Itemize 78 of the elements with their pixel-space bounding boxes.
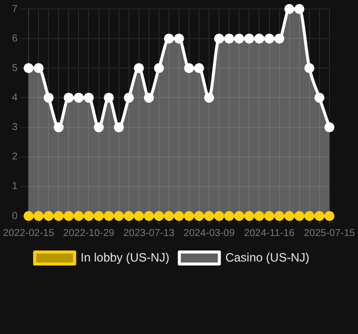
point bbox=[204, 211, 214, 221]
point bbox=[204, 92, 214, 103]
point bbox=[114, 122, 124, 132]
point bbox=[154, 211, 164, 221]
point bbox=[284, 211, 294, 221]
point bbox=[124, 92, 134, 103]
point bbox=[314, 92, 324, 103]
point bbox=[294, 211, 304, 221]
point bbox=[234, 34, 244, 44]
point bbox=[94, 211, 104, 221]
point bbox=[244, 34, 254, 44]
point bbox=[84, 211, 94, 221]
y-tick-label: 1 bbox=[12, 181, 18, 192]
point bbox=[24, 211, 34, 221]
point bbox=[144, 92, 154, 103]
point bbox=[44, 92, 54, 103]
point bbox=[104, 92, 114, 103]
point bbox=[254, 34, 264, 44]
point bbox=[314, 211, 324, 221]
point bbox=[174, 34, 184, 44]
point bbox=[74, 92, 84, 103]
point bbox=[104, 211, 114, 221]
point bbox=[44, 211, 54, 221]
x-tick-label: 2023-07-13 bbox=[123, 228, 175, 239]
legend-label: In lobby (US-NJ) bbox=[80, 250, 170, 264]
legend-label: Casino (US-NJ) bbox=[225, 250, 310, 264]
point bbox=[274, 211, 284, 221]
point bbox=[214, 34, 224, 44]
point bbox=[194, 211, 204, 221]
point bbox=[214, 211, 224, 221]
point bbox=[294, 4, 304, 14]
point bbox=[134, 211, 144, 221]
point bbox=[64, 92, 74, 103]
point bbox=[284, 4, 294, 14]
point bbox=[194, 63, 204, 74]
x-tick-label: 2024-11-16 bbox=[244, 228, 295, 239]
point bbox=[24, 63, 34, 74]
point bbox=[274, 34, 284, 44]
point bbox=[184, 211, 194, 221]
point bbox=[264, 34, 274, 44]
point bbox=[114, 211, 124, 221]
y-tick-label: 6 bbox=[12, 33, 18, 44]
y-tick-label: 5 bbox=[12, 62, 18, 74]
point bbox=[324, 122, 334, 132]
point bbox=[224, 34, 234, 44]
point bbox=[54, 122, 64, 132]
point bbox=[164, 211, 174, 221]
point bbox=[144, 211, 154, 221]
point bbox=[64, 211, 74, 221]
point bbox=[84, 92, 94, 103]
y-tick-label: 0 bbox=[12, 210, 18, 222]
point bbox=[74, 211, 84, 221]
point bbox=[304, 211, 314, 221]
point bbox=[244, 211, 254, 221]
point bbox=[264, 211, 274, 221]
point bbox=[134, 63, 144, 74]
point bbox=[324, 211, 334, 221]
point bbox=[94, 122, 104, 132]
point bbox=[154, 63, 164, 74]
point bbox=[304, 63, 314, 74]
x-tick-label: 2022-10-29 bbox=[63, 228, 115, 239]
x-tick-label: 2025-07-15 bbox=[304, 228, 356, 239]
point bbox=[254, 211, 264, 221]
x-tick-label: 2022-02-15 bbox=[3, 228, 55, 239]
y-tick-label: 4 bbox=[12, 92, 18, 104]
y-tick-label: 3 bbox=[12, 122, 18, 134]
point bbox=[184, 63, 194, 74]
x-tick-label: 2024-03-09 bbox=[184, 228, 236, 239]
point bbox=[54, 211, 64, 221]
y-tick-label: 2 bbox=[12, 152, 18, 163]
point bbox=[164, 34, 174, 44]
point bbox=[234, 211, 244, 221]
point bbox=[174, 211, 184, 221]
point bbox=[34, 63, 44, 74]
point bbox=[124, 211, 134, 221]
point bbox=[224, 211, 234, 221]
y-tick-label: 7 bbox=[12, 4, 18, 15]
point bbox=[34, 211, 44, 221]
